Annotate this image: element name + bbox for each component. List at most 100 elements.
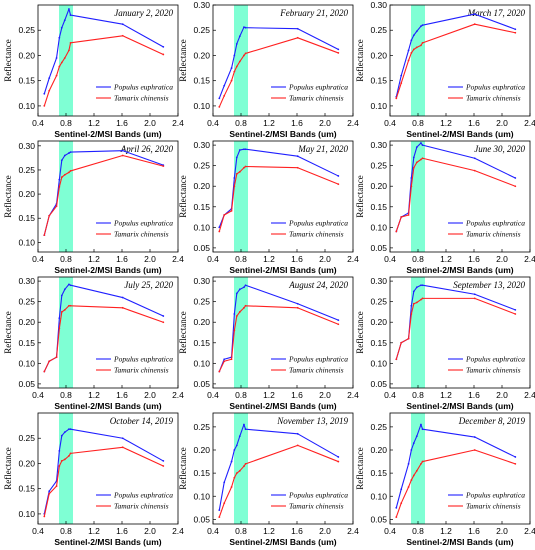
data-point — [400, 341, 403, 344]
data-point — [337, 183, 340, 186]
legend-label: Populus euphratica — [288, 83, 348, 92]
data-point — [58, 317, 61, 320]
y-tick-label: 0.20 — [370, 317, 387, 327]
x-tick-label: 1.2 — [440, 118, 452, 128]
y-tick-label: 0.10 — [193, 101, 210, 111]
highlight-band — [59, 413, 73, 524]
data-point — [55, 205, 58, 208]
data-point — [296, 306, 299, 309]
x-tick-label: 2.4 — [524, 118, 535, 128]
data-point — [415, 469, 418, 472]
data-point — [415, 30, 418, 33]
data-point — [48, 77, 51, 80]
data-point — [337, 175, 340, 177]
plot-frame — [37, 276, 179, 389]
data-point — [473, 169, 476, 172]
data-point — [395, 230, 398, 233]
panel-title: May 21, 2020 — [297, 144, 348, 154]
plot-frame — [389, 4, 531, 117]
legend-label: Tamarix chinensis — [466, 230, 521, 239]
data-point — [238, 311, 241, 313]
data-point — [296, 444, 299, 447]
data-point — [421, 284, 424, 287]
x-tick-label: 1.6 — [116, 390, 128, 400]
chart-panel: 0.4 0.8 1.2 1.6 2.0 2.4 0.10 0.15 0.20 0.25 0.30 Re… — [178, 0, 359, 139]
legend-label: Tamarix chinensis — [466, 502, 521, 511]
x-tick-label: 1.2 — [88, 118, 100, 128]
data-point — [230, 358, 233, 361]
data-point — [235, 156, 238, 159]
x-axis-title: Sentinel-2/MSI Bands (um) — [229, 129, 336, 139]
series-line-tamarix — [395, 157, 516, 232]
data-point — [238, 60, 241, 63]
data-point — [244, 52, 247, 55]
x-tick-label: 0.4 — [384, 254, 396, 264]
legend-label: Tamarix chinensis — [466, 366, 521, 375]
y-tick-label: 0.15 — [370, 468, 387, 478]
data-point — [514, 185, 517, 188]
x-tick-label: 0.8 — [60, 254, 72, 264]
data-point — [162, 315, 165, 317]
chart-panel: 0.4 0.8 1.2 1.6 2.0 2.4 0.10 0.15 0.20 0.25 Reflec… — [3, 4, 184, 139]
series-line-populus — [43, 8, 164, 94]
x-tick-label: 1.6 — [291, 118, 303, 128]
x-tick-label: 2.0 — [319, 526, 331, 536]
legend-label: Populus euphratica — [465, 83, 525, 92]
data-point — [244, 26, 247, 29]
data-point — [58, 327, 61, 330]
data-point — [58, 465, 61, 467]
data-point — [421, 157, 424, 160]
x-tick-label: 1.6 — [468, 254, 480, 264]
data-point — [243, 286, 245, 289]
data-point — [407, 337, 410, 340]
y-tick-label: 0.10 — [370, 101, 387, 111]
y-axis-title: Reflectance — [3, 447, 13, 489]
y-tick-label: 0.15 — [193, 338, 210, 348]
data-point — [69, 428, 72, 431]
data-point — [421, 144, 424, 147]
data-point — [63, 173, 66, 176]
data-point — [244, 165, 247, 168]
y-tick-label: 0.15 — [370, 76, 387, 86]
data-point — [412, 290, 415, 293]
x-tick-label: 1.2 — [263, 254, 275, 264]
y-axis-title: Reflectance — [178, 447, 188, 489]
data-point — [296, 155, 299, 158]
legend-label: Populus euphratica — [113, 83, 173, 92]
legend-label: Populus euphratica — [288, 491, 348, 500]
data-point — [410, 177, 413, 179]
x-tick-label: 1.6 — [116, 254, 128, 264]
chart-panel: 0.4 0.8 1.2 1.6 2.0 2.4 0.05 0.10 0.15 0.20 0.25 0.… — [178, 140, 359, 275]
highlight-band — [234, 277, 248, 388]
data-point — [58, 65, 61, 68]
data-point — [410, 449, 413, 451]
y-tick-label: 0.20 — [18, 317, 35, 327]
x-axis-title: Sentinel-2/MSI Bands (um) — [406, 265, 513, 275]
data-point — [238, 288, 241, 291]
data-point — [63, 308, 66, 311]
data-point — [68, 8, 70, 10]
y-tick-label: 0.30 — [193, 0, 210, 10]
data-point — [58, 36, 61, 39]
data-point — [121, 34, 124, 37]
data-point — [410, 185, 413, 188]
data-point — [43, 515, 46, 518]
x-axis-title: Sentinel-2/MSI Bands (um) — [406, 401, 513, 411]
data-point — [473, 157, 476, 160]
data-point — [162, 165, 165, 167]
data-point — [473, 436, 476, 438]
data-point — [162, 45, 165, 48]
data-point — [69, 304, 72, 307]
y-tick-label: 0.25 — [193, 297, 210, 307]
data-point — [121, 306, 124, 309]
x-tick-label: 1.2 — [440, 254, 452, 264]
data-point — [48, 214, 51, 217]
series-line-populus — [395, 13, 516, 97]
y-tick-label: 0.20 — [193, 50, 210, 60]
panel-title: September 13, 2020 — [453, 280, 525, 290]
data-point — [412, 34, 415, 37]
x-axis-title: Sentinel-2/MSI Bands (um) — [229, 265, 336, 275]
y-tick-label: 0.15 — [18, 484, 35, 494]
x-tick-label: 2.0 — [496, 118, 508, 128]
data-point — [395, 506, 398, 509]
